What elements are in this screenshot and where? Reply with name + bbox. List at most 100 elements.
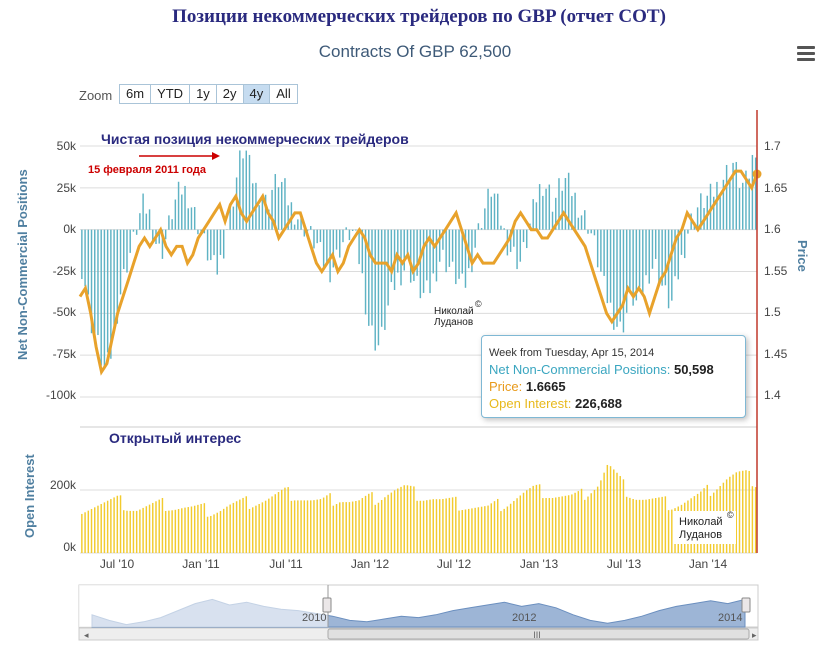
net-position-bar (368, 229, 370, 326)
open-interest-bar (132, 510, 135, 553)
open-interest-bar (600, 480, 602, 553)
open-interest-bar (310, 500, 312, 553)
open-interest-bar (606, 464, 609, 553)
net-position-bar (451, 229, 454, 262)
context-menu-icon[interactable] (797, 46, 815, 62)
net-position-bar (735, 161, 738, 230)
watermark-name-1: Николай (434, 306, 474, 317)
net-position-bar (126, 229, 128, 273)
net-position-bar (119, 229, 122, 295)
open-interest-bar (110, 499, 112, 553)
open-interest-bar (142, 507, 144, 553)
net-position-bar (351, 229, 354, 231)
open-interest-bar (148, 504, 151, 553)
open-interest-bar (313, 500, 315, 553)
open-interest-bar (474, 507, 476, 553)
net-position-bar (409, 229, 412, 283)
open-interest-bar (261, 502, 264, 553)
net-position-bar (625, 229, 628, 313)
net-position-bar (671, 229, 673, 301)
open-interest-bar (584, 499, 586, 553)
net-position-bar (509, 229, 512, 252)
net-position-bar (358, 229, 360, 265)
net-position-bar (432, 229, 434, 274)
navigator-left-handle (322, 597, 332, 613)
net-position-bar (648, 229, 650, 284)
open-interest-bar (564, 495, 567, 553)
open-interest-bar (442, 499, 444, 553)
net-position-bar (158, 229, 160, 244)
net-position-bar (390, 229, 393, 283)
net-position-bar (106, 229, 109, 353)
net-position-bar (355, 229, 357, 231)
x-tick-jul-10: Jul '10 (100, 557, 135, 571)
open-interest-bar (567, 495, 570, 553)
y-tick-net-minus75k: -75k (53, 347, 77, 361)
net-position-bar (661, 229, 663, 286)
open-interest-bar (400, 486, 402, 553)
net-position-bar (590, 229, 592, 234)
open-interest-bar (516, 498, 518, 553)
open-interest-bar (197, 504, 199, 553)
open-interest-bar (625, 496, 628, 553)
open-interest-bar (461, 510, 463, 553)
net-position-bar (251, 183, 254, 230)
zoom-all-button[interactable]: All (270, 85, 297, 103)
open-interest-bar (277, 492, 280, 553)
open-interest-bar (174, 509, 177, 553)
net-position-bar (461, 229, 463, 274)
open-interest-bar (123, 510, 125, 553)
net-position-bar (719, 194, 721, 230)
net-position-bar (326, 229, 328, 264)
y-axis-title-net: Net Non-Commercial Positions (15, 169, 30, 360)
net-position-bar (232, 206, 235, 230)
open-interest-bar (139, 509, 141, 553)
open-interest-bar (384, 497, 386, 553)
net-position-bar (364, 229, 367, 315)
open-interest-bar (248, 508, 251, 553)
open-interest-bar (409, 485, 412, 553)
open-interest-bar (596, 486, 599, 553)
open-interest-bar (609, 466, 612, 553)
net-position-bar (284, 178, 286, 230)
net-position-bar (190, 207, 193, 230)
net-position-bar (177, 181, 180, 230)
net-position-bar (551, 211, 554, 230)
open-interest-bar (671, 509, 673, 553)
net-position-bar (142, 193, 144, 230)
net-position-bar (538, 184, 541, 230)
tooltip-header: Week from Tuesday, Apr 15, 2014 (489, 347, 655, 359)
menu-bar (797, 52, 815, 55)
open-interest-bar (590, 493, 592, 553)
zoom-4y-button[interactable]: 4y (243, 85, 271, 103)
zoom-ytd-button[interactable]: YTD (151, 85, 191, 103)
open-interest-bar (561, 496, 563, 553)
net-position-bar (613, 229, 615, 330)
net-position-bar (464, 229, 467, 288)
net-position-bar (216, 229, 218, 275)
tooltip-price-row: Price: 1.6665 (489, 379, 566, 394)
y-tick-price-1.65: 1.65 (764, 181, 788, 195)
tooltip-oi-row: Open Interest: 226,688 (489, 396, 623, 411)
open-interest-bar (574, 492, 576, 553)
y-tick-oi-0k: 0k (63, 540, 77, 554)
open-interest-bar (361, 498, 364, 553)
net-position-bar (110, 229, 112, 359)
open-interest-bar (329, 493, 331, 553)
net-position-bar (448, 229, 451, 267)
open-interest-bar (654, 497, 657, 553)
net-position-bar (139, 213, 141, 230)
net-position-bar (94, 229, 96, 338)
net-position-bar (345, 227, 347, 230)
open-interest-bar (416, 500, 418, 553)
net-position-bar (419, 229, 422, 299)
net-position-bar (645, 229, 647, 276)
zoom-1y-button[interactable]: 1y (190, 85, 217, 103)
net-position-bar (332, 229, 335, 268)
open-interest-bar (484, 506, 486, 553)
zoom-6m-button[interactable]: 6m (120, 85, 152, 103)
zoom-2y-button[interactable]: 2y (216, 85, 244, 103)
open-interest-bar (648, 499, 650, 553)
navigator[interactable]: 2010 2012 2014 III ◂ ▸ (78, 584, 759, 641)
net-position-bar (642, 229, 644, 295)
